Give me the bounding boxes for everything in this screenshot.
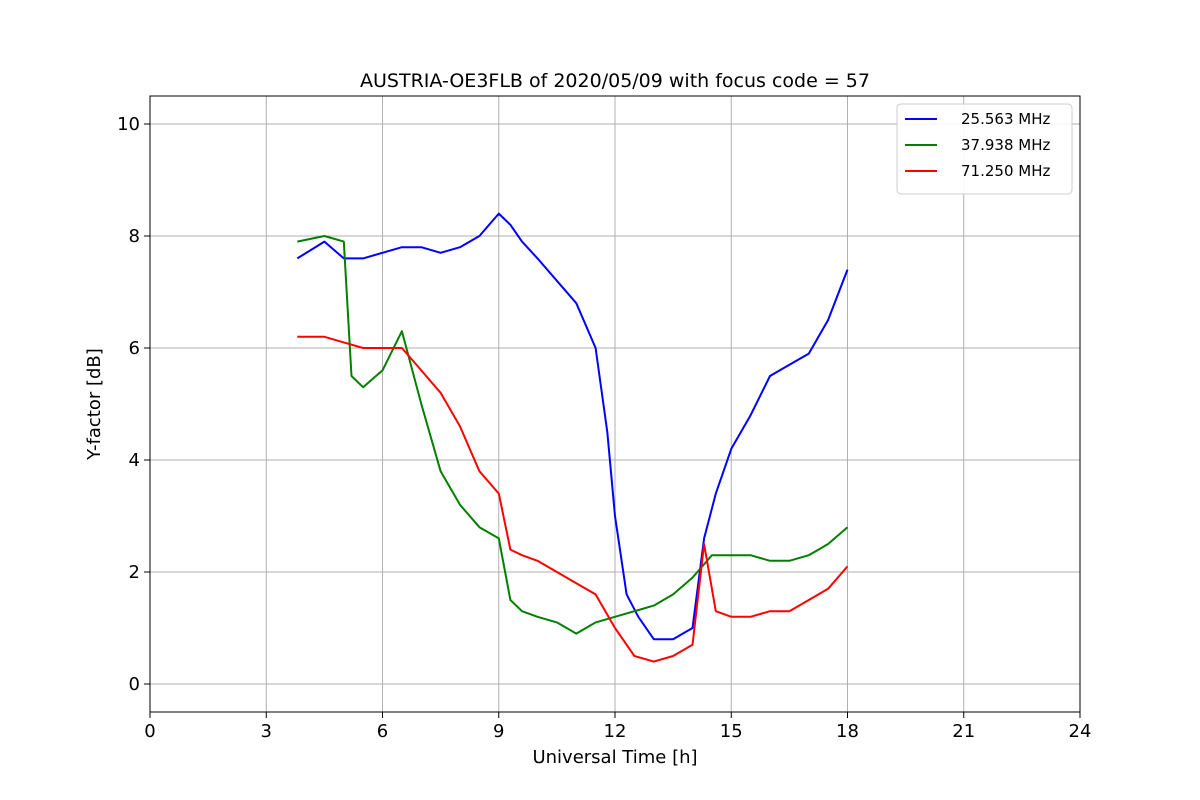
y-tick-label: 0: [129, 674, 140, 695]
legend-label: 71.250 MHz: [961, 162, 1050, 180]
x-tick-label: 24: [1069, 721, 1092, 742]
x-tick-label: 12: [604, 721, 627, 742]
series-lines: [296, 212, 849, 663]
y-tick-label: 2: [129, 562, 140, 583]
x-tick-label: 18: [836, 721, 859, 742]
legend-label: 25.563 MHz: [961, 110, 1050, 128]
y-tick-label: 6: [129, 338, 140, 359]
x-tick-label: 21: [952, 721, 975, 742]
x-tick-label: 6: [377, 721, 388, 742]
series-line: [296, 212, 849, 641]
x-tick-label: 15: [720, 721, 743, 742]
x-axis-label: Universal Time [h]: [532, 747, 697, 768]
y-axis-label: Y-factor [dB]: [84, 348, 105, 461]
x-tick-label: 3: [261, 721, 272, 742]
legend-label: 37.938 MHz: [961, 136, 1050, 154]
chart-title: AUSTRIA-OE3FLB of 2020/05/09 with focus …: [360, 70, 870, 92]
x-tick-label: 9: [493, 721, 504, 742]
y-tick-label: 10: [117, 114, 140, 135]
y-tick-label: 8: [129, 226, 140, 247]
legend: 25.563 MHz 37.938 MHz 71.250 MHz: [896, 103, 1073, 195]
series-line: [297, 335, 849, 663]
legend-box: [896, 103, 1073, 195]
x-tick-label: 0: [144, 721, 155, 742]
y-tick-label: 4: [129, 450, 140, 471]
series-line: [297, 235, 849, 635]
